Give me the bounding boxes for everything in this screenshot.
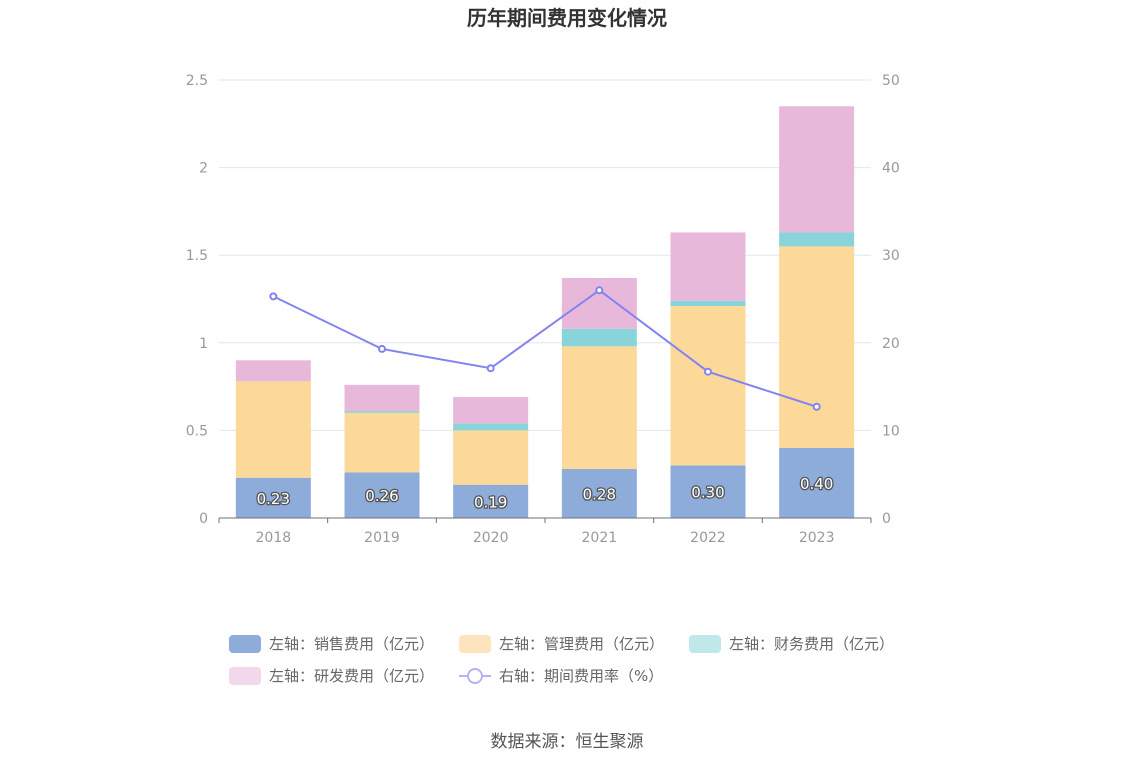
x-tick-label: 2021 xyxy=(582,530,618,546)
bar-segment xyxy=(670,232,746,301)
bar-segment xyxy=(561,328,637,347)
bar-segment xyxy=(561,346,637,469)
x-tick-label: 2019 xyxy=(364,530,400,546)
rate-point xyxy=(595,286,604,295)
bar-segment xyxy=(453,423,529,431)
bar-value-label: 0.28 xyxy=(583,485,616,503)
rate-point xyxy=(486,364,495,373)
left-tick-label: 0.5 xyxy=(186,423,208,439)
chart-title: 历年期间费用变化情况 xyxy=(467,6,667,30)
bar-segment xyxy=(779,246,855,448)
right-tick-label: 30 xyxy=(882,248,900,264)
bar-segment xyxy=(453,397,529,424)
legend-swatch xyxy=(229,667,261,685)
bar-value-label: 0.23 xyxy=(257,490,290,508)
left-tick-label: 0 xyxy=(199,511,208,527)
right-tick-label: 0 xyxy=(882,511,891,527)
rate-point xyxy=(378,344,386,353)
bar-segment xyxy=(344,384,420,412)
legend-label: 左轴：财务费用（亿元） xyxy=(729,635,894,653)
bar-segment xyxy=(779,106,855,233)
bars xyxy=(235,106,855,518)
left-tick-label: 2 xyxy=(199,161,208,177)
bar-segment xyxy=(344,472,420,518)
left-tick-label: 1 xyxy=(199,336,208,352)
bar-segment xyxy=(235,477,311,518)
bar-value-label: 0.40 xyxy=(800,475,833,493)
left-tick-label: 2.5 xyxy=(186,73,208,89)
bar-segment xyxy=(561,277,637,329)
bar-data-labels: 0.23 0.26 0.19 0.28 0.30 0.40 xyxy=(255,474,834,513)
x-tick-label: 2023 xyxy=(799,530,835,546)
left-tick-label: 1.5 xyxy=(186,248,208,264)
bar-value-label: 0.19 xyxy=(474,493,507,511)
legend-label: 左轴：研发费用（亿元） xyxy=(269,667,434,685)
right-tick-label: 20 xyxy=(882,336,900,352)
rate-point xyxy=(704,367,712,376)
bar-segment xyxy=(344,412,420,473)
bar-segment xyxy=(779,232,855,247)
right-tick-label: 50 xyxy=(882,73,900,89)
bar-segment xyxy=(235,360,311,382)
right-tick-label: 10 xyxy=(882,423,900,439)
legend-label: 右轴：期间费用率（%） xyxy=(499,667,663,685)
bar-segment xyxy=(453,430,529,485)
bar-value-label: 0.30 xyxy=(691,484,724,502)
grid-lines xyxy=(219,79,871,431)
x-tick-label: 2018 xyxy=(256,530,292,546)
bar-segment xyxy=(670,300,746,307)
legend-label: 左轴：管理费用（亿元） xyxy=(499,635,664,653)
right-axis: 0 10 20 30 40 50 xyxy=(882,73,900,527)
rate-line-path xyxy=(272,288,817,408)
right-tick-label: 40 xyxy=(882,161,900,177)
rate-point xyxy=(269,292,278,301)
bar-segment xyxy=(344,411,420,413)
legend-label: 左轴：销售费用（亿元） xyxy=(269,635,434,653)
bar-segment xyxy=(670,465,746,518)
left-axis: 0 0.5 1 1.5 2 2.5 xyxy=(186,73,208,527)
bar-segment xyxy=(235,381,311,478)
legend: 左轴：销售费用（亿元） 左轴：管理费用（亿元） 左轴：财务费用（亿元） 左轴：研发费用… xyxy=(229,635,894,685)
source-note: 数据来源：恒生聚源 xyxy=(491,732,644,752)
bar-segment xyxy=(779,447,855,518)
rate-point xyxy=(812,402,821,411)
legend-swatch xyxy=(229,635,261,653)
x-tick-label: 2020 xyxy=(473,530,509,546)
bar-segment xyxy=(561,468,637,518)
x-tick-label: 2022 xyxy=(690,530,726,546)
legend-swatch xyxy=(689,635,721,653)
x-axis: 2018 2019 2020 2021 2022 2023 xyxy=(218,517,872,546)
bar-value-label: 0.26 xyxy=(365,487,398,505)
bar-segment xyxy=(670,306,746,466)
legend-swatch xyxy=(459,635,491,653)
bar-segment xyxy=(453,484,529,518)
rate-line xyxy=(269,286,821,411)
legend-line-marker xyxy=(467,668,483,684)
